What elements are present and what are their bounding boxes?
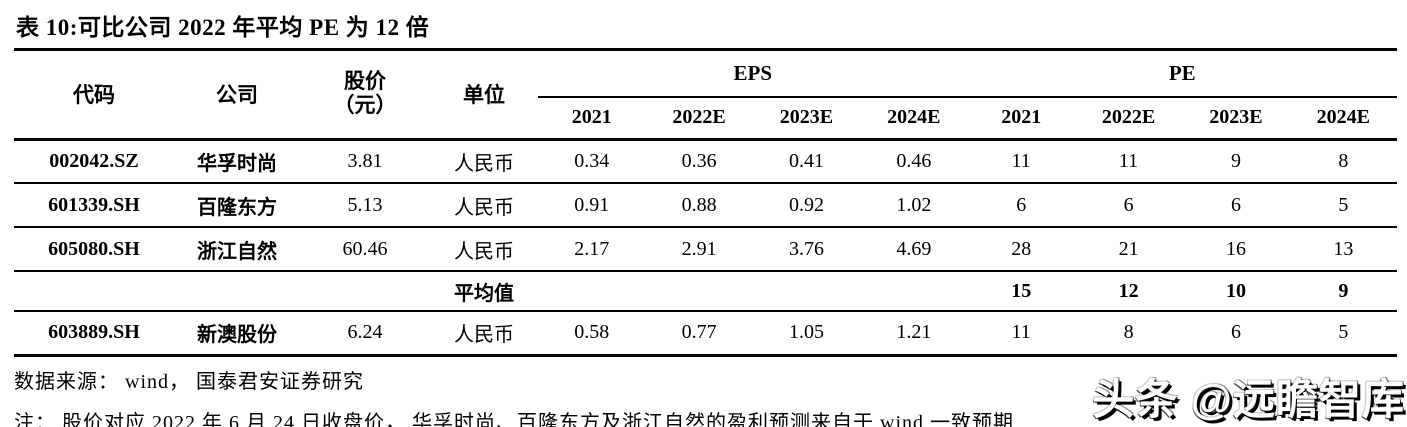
cell-empty xyxy=(538,271,646,312)
col-header-pe-2021: 2021 xyxy=(967,97,1075,141)
cell-pe-2024e: 13 xyxy=(1289,227,1397,272)
footnote: 注： 股价对应 2022 年 6 月 24 日收盘价， 华孚时尚、百隆东方及浙江… xyxy=(14,411,1014,427)
cell-empty xyxy=(752,271,861,312)
cell-pe-2023e: 6 xyxy=(1182,183,1290,228)
cell-eps-2023e: 3.76 xyxy=(752,227,861,272)
cell-pe-2021: 11 xyxy=(967,311,1075,357)
cell-price: 3.81 xyxy=(300,139,430,184)
cell-eps-2024e: 0.46 xyxy=(860,139,968,184)
cell-price: 5.13 xyxy=(300,183,430,228)
cell-code: 601339.SH xyxy=(14,183,174,228)
cell-pe-2022e: 11 xyxy=(1074,139,1183,184)
cell-eps-2021: 0.91 xyxy=(538,183,646,228)
col-header-pe-2023e: 2023E xyxy=(1182,97,1290,141)
cell-eps-2022e: 0.77 xyxy=(645,311,753,357)
col-header-pe-2022e: 2022E xyxy=(1074,97,1183,141)
cell-empty xyxy=(174,271,300,312)
cell-pe-2021: 6 xyxy=(967,183,1075,228)
cell-code: 603889.SH xyxy=(14,311,174,357)
cell-eps-2021: 0.58 xyxy=(538,311,646,357)
table-row: 002042.SZ 华孚时尚 3.81 人民币 0.34 0.36 0.41 0… xyxy=(14,139,1397,184)
col-header-eps-2022e: 2022E xyxy=(645,97,753,141)
cell-empty xyxy=(14,271,174,312)
cell-pe-2022e: 21 xyxy=(1074,227,1183,272)
cell-unit: 人民币 xyxy=(430,227,538,272)
cell-avg-pe-2022e: 12 xyxy=(1074,271,1183,312)
cell-avg-pe-2024e: 9 xyxy=(1289,271,1397,312)
cell-pe-2024e: 8 xyxy=(1289,139,1397,184)
cell-empty xyxy=(860,271,968,312)
price-header-line1: 股价 xyxy=(344,69,386,94)
comparable-companies-table: 代码 公司 股价 （元） 单位 EPS PE 2021 2022E 2023E … xyxy=(14,51,1397,357)
cell-code: 002042.SZ xyxy=(14,139,174,184)
cell-price: 60.46 xyxy=(300,227,430,272)
cell-pe-2023e: 6 xyxy=(1182,311,1290,357)
cell-pe-2023e: 16 xyxy=(1182,227,1290,272)
cell-company: 百隆东方 xyxy=(174,183,300,228)
cell-unit: 人民币 xyxy=(430,183,538,228)
cell-eps-2024e: 4.69 xyxy=(860,227,968,272)
table-title: 表 10:可比公司 2022 年平均 PE 为 12 倍 xyxy=(14,0,1397,51)
col-header-unit: 单位 xyxy=(430,51,538,141)
cell-eps-2022e: 0.88 xyxy=(645,183,753,228)
cell-eps-2021: 0.34 xyxy=(538,139,646,184)
header-row-groups: 代码 公司 股价 （元） 单位 EPS PE xyxy=(14,51,1397,141)
price-header-line2: （元） xyxy=(333,93,397,117)
header-row-years: 2021 2022E 2023E 2024E 2021 2022E 2023E … xyxy=(14,97,1397,141)
data-source-note: 数据来源： wind， 国泰君安证券研究 xyxy=(14,370,364,393)
cell-pe-2021: 28 xyxy=(967,227,1075,272)
cell-avg-pe-2021: 15 xyxy=(967,271,1075,312)
table-row: 601339.SH 百隆东方 5.13 人民币 0.91 0.88 0.92 1… xyxy=(14,183,1397,228)
cell-avg-pe-2023e: 10 xyxy=(1182,271,1290,312)
col-group-eps: EPS xyxy=(538,51,968,98)
cell-unit: 人民币 xyxy=(430,139,538,184)
table-row: 605080.SH 浙江自然 60.46 人民币 2.17 2.91 3.76 … xyxy=(14,227,1397,272)
col-group-pe: PE xyxy=(967,51,1397,98)
average-label: 平均值 xyxy=(430,271,538,312)
cell-pe-2021: 11 xyxy=(967,139,1075,184)
cell-eps-2024e: 1.21 xyxy=(860,311,968,357)
col-header-company: 公司 xyxy=(174,51,300,141)
cell-empty xyxy=(645,271,753,312)
cell-pe-2022e: 8 xyxy=(1074,311,1183,357)
cell-company: 浙江自然 xyxy=(174,227,300,272)
cell-pe-2024e: 5 xyxy=(1289,311,1397,357)
col-header-eps-2023e: 2023E xyxy=(752,97,861,141)
cell-pe-2024e: 5 xyxy=(1289,183,1397,228)
col-header-pe-2024e: 2024E xyxy=(1289,97,1397,141)
cell-company: 新澳股份 xyxy=(174,311,300,357)
cell-price: 6.24 xyxy=(300,311,430,357)
watermark: 头条 @远瞻智库 xyxy=(1092,376,1405,423)
col-header-eps-2024e: 2024E xyxy=(860,97,968,141)
cell-pe-2023e: 9 xyxy=(1182,139,1290,184)
cell-eps-2023e: 0.92 xyxy=(752,183,861,228)
cell-empty xyxy=(300,271,430,312)
cell-eps-2024e: 1.02 xyxy=(860,183,968,228)
cell-eps-2023e: 1.05 xyxy=(752,311,861,357)
col-header-price: 股价 （元） xyxy=(300,51,430,141)
cell-company: 华孚时尚 xyxy=(174,139,300,184)
cell-unit: 人民币 xyxy=(430,311,538,357)
cell-eps-2022e: 2.91 xyxy=(645,227,753,272)
col-header-code: 代码 xyxy=(14,51,174,141)
cell-pe-2022e: 6 xyxy=(1074,183,1183,228)
cell-eps-2022e: 0.36 xyxy=(645,139,753,184)
cell-eps-2021: 2.17 xyxy=(538,227,646,272)
average-row: 平均值 15 12 10 9 xyxy=(14,271,1397,312)
cell-code: 605080.SH xyxy=(14,227,174,272)
col-header-eps-2021: 2021 xyxy=(538,97,646,141)
cell-eps-2023e: 0.41 xyxy=(752,139,861,184)
subject-company-row: 603889.SH 新澳股份 6.24 人民币 0.58 0.77 1.05 1… xyxy=(14,311,1397,357)
